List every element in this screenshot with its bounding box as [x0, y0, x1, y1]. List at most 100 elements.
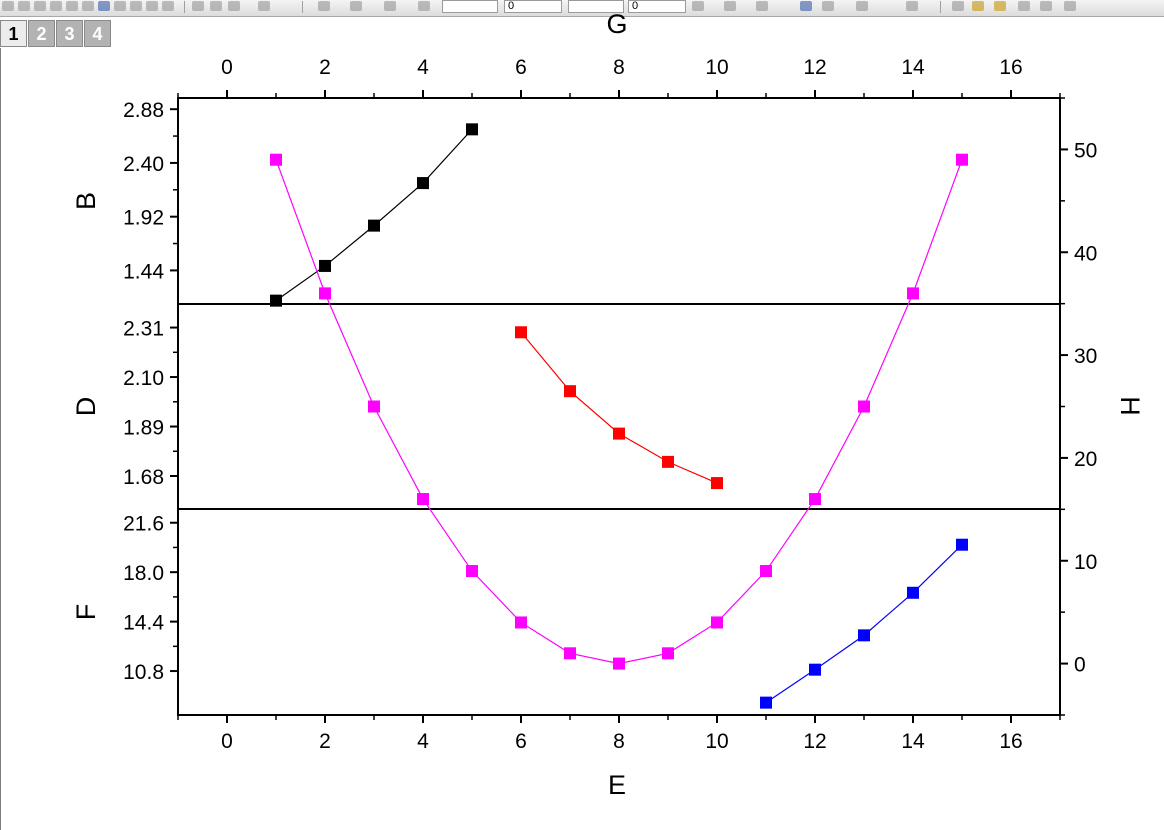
- align-center-icon[interactable]: [162, 1, 174, 11]
- x-top-tick-label: 8: [613, 56, 625, 79]
- panel-3-series-point: [760, 696, 772, 709]
- line-style-icon[interactable]: [318, 1, 330, 11]
- layer-tab-4[interactable]: 4: [84, 20, 111, 47]
- move-icon[interactable]: [856, 1, 868, 11]
- x-top-tick-label: 4: [417, 56, 429, 79]
- grid-icon[interactable]: [1040, 1, 1052, 11]
- y-panel-1-tick-label: 1.92: [123, 207, 164, 230]
- x-top-title: G: [606, 9, 627, 39]
- table-icon[interactable]: [756, 1, 768, 11]
- panel-2-series-point: [515, 326, 527, 339]
- border-icon[interactable]: [724, 1, 736, 11]
- overlay-series-point: [613, 657, 625, 670]
- y-right-tick-label: 0: [1074, 654, 1086, 677]
- font-size-up-icon[interactable]: [114, 1, 126, 11]
- font-name-field[interactable]: [442, 0, 498, 13]
- bold-icon[interactable]: [2, 1, 14, 11]
- arrange-icon[interactable]: [822, 1, 834, 11]
- x-bottom-tick-label: 8: [613, 730, 625, 753]
- greek-icon[interactable]: [98, 1, 110, 11]
- overlay-series-point: [760, 565, 772, 578]
- panel-1-series-point: [466, 123, 478, 136]
- subscript-icon[interactable]: [66, 1, 78, 11]
- overlay-series-point: [564, 647, 576, 660]
- pattern-fill-icon[interactable]: [692, 1, 704, 11]
- color-swatch-field[interactable]: [568, 0, 624, 13]
- highlight-icon[interactable]: [994, 1, 1006, 11]
- panel-1-series-point: [417, 177, 429, 190]
- size-field-b[interactable]: 0: [628, 0, 686, 13]
- zoom-icon[interactable]: [1064, 1, 1076, 11]
- symbol-icon[interactable]: [418, 1, 430, 11]
- x-bottom-tick-label: 2: [319, 730, 331, 753]
- layer-icon[interactable]: [800, 1, 812, 11]
- link-icon[interactable]: [1018, 1, 1030, 11]
- x-bottom-tick-label: 6: [515, 730, 527, 753]
- panel-3-series-line: [765, 544, 963, 704]
- x-bottom-tick-label: 14: [901, 730, 925, 753]
- overlay-series-point: [417, 493, 429, 506]
- x-top-tick-label: 10: [705, 56, 728, 79]
- layer-tab-1[interactable]: 1: [0, 20, 27, 47]
- y-panel-1-title: B: [71, 192, 101, 210]
- panel-2-series-line: [520, 331, 718, 484]
- x-bottom-tick-label: 4: [417, 730, 429, 753]
- line-color-icon[interactable]: [192, 1, 204, 11]
- align-left-icon[interactable]: [146, 1, 158, 11]
- layer-tab-2[interactable]: 2: [28, 20, 55, 47]
- x-top-tick-label: 16: [999, 56, 1022, 79]
- y-panel-2-tick-label: 2.31: [123, 318, 164, 341]
- overlay-series-point: [270, 153, 282, 166]
- overlay-series-point: [956, 153, 968, 166]
- y-panel-3-tick-label: 14.4: [123, 612, 164, 635]
- arrow-style-icon[interactable]: [384, 1, 396, 11]
- size-field-a[interactable]: 0: [504, 0, 562, 13]
- overlay-series-point: [711, 616, 723, 629]
- y-right-tick-label: 40: [1074, 242, 1097, 265]
- x-top-tick-label: 12: [803, 56, 826, 79]
- series-layer: [270, 123, 968, 709]
- underline-icon[interactable]: [34, 1, 46, 11]
- window-left-border: [0, 48, 1, 830]
- pencil-icon[interactable]: [972, 1, 984, 11]
- panel-1-series-point: [270, 294, 282, 307]
- font-color-icon[interactable]: [258, 1, 270, 11]
- italic-icon[interactable]: [18, 1, 30, 11]
- overlay-series-point: [466, 565, 478, 578]
- overlay-series-point: [858, 400, 870, 413]
- plot-border: [177, 97, 1061, 716]
- x-bottom-tick-label: 0: [221, 730, 233, 753]
- group-icon[interactable]: [906, 1, 918, 11]
- x-bottom-tick-label: 16: [999, 730, 1022, 753]
- y-panel-3-tick-label: 21.6: [123, 513, 164, 536]
- layer-tab-3[interactable]: 3: [56, 20, 83, 47]
- fill-color-icon[interactable]: [210, 1, 222, 11]
- overlay-series-point: [319, 287, 331, 300]
- x-top-tick-label: 6: [515, 56, 527, 79]
- y-panel-2-tick-label: 2.10: [123, 367, 164, 390]
- overlay-series-point: [907, 287, 919, 300]
- superscript-icon[interactable]: [50, 1, 62, 11]
- plot-frame: [177, 97, 1061, 716]
- axis-labels: E G H B D F: [71, 9, 1145, 800]
- toolbar: 0 0: [0, 0, 1164, 17]
- line-width-icon[interactable]: [350, 1, 362, 11]
- axis-ticks: 0 2 4 6 8 10 12 14 16 0 2 4 6 8 10 12 14 16 0 10 20 30 40 50 1.4…: [123, 56, 1097, 753]
- edit-icon[interactable]: [952, 1, 964, 11]
- x-top-tick-label: 14: [901, 56, 925, 79]
- y-panel-2-tick-label: 1.68: [123, 466, 164, 489]
- y-panel-2-title: D: [71, 397, 101, 417]
- font-size-down-icon[interactable]: [130, 1, 142, 11]
- x-top-tick-label: 0: [221, 56, 233, 79]
- x-bottom-tick-label: 12: [803, 730, 826, 753]
- panel-2-series-point: [662, 455, 674, 468]
- panel-3-series-point: [858, 629, 870, 642]
- y-panel-3-tick-label: 18.0: [123, 562, 164, 585]
- superscript-subscript-icon[interactable]: [82, 1, 94, 11]
- y-right-title: H: [1115, 396, 1145, 416]
- pattern-icon[interactable]: [228, 1, 240, 11]
- panel-2-series-point: [564, 385, 576, 398]
- overlay-series-point: [662, 647, 674, 660]
- overlay-series-point: [515, 616, 527, 629]
